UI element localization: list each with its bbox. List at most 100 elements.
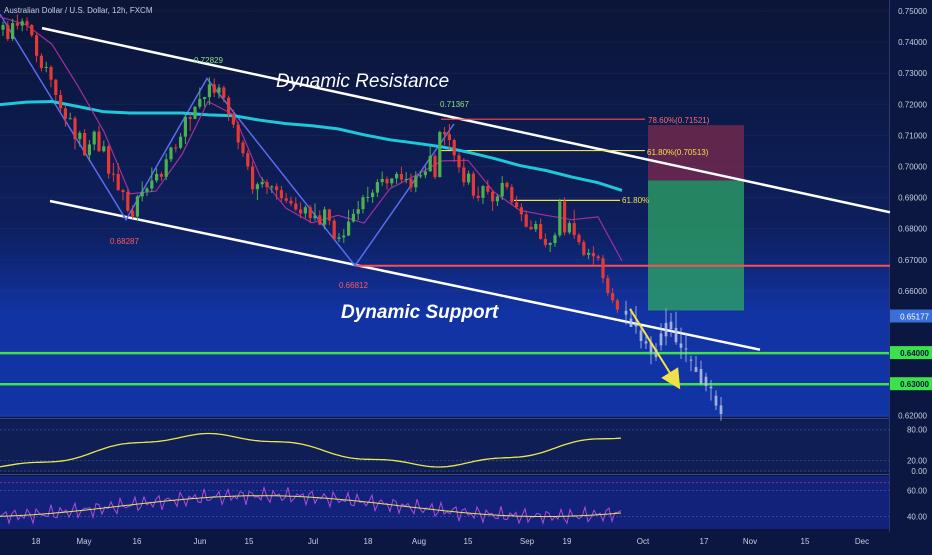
candle-body [505, 182, 509, 188]
candle-body [428, 155, 432, 172]
candle-body [198, 99, 202, 107]
price-tick-label: 0.67000 [898, 256, 927, 265]
candle-body [524, 214, 528, 227]
projected-candle-body [629, 318, 633, 327]
fib-618-label: 61.80% [622, 196, 649, 205]
candle-body [279, 190, 283, 199]
price-tick-label: 0.62000 [898, 411, 927, 420]
candle-body [361, 197, 365, 210]
candle-body [54, 79, 58, 95]
rsi-line [0, 485, 622, 526]
candle-body [73, 118, 77, 140]
candle-body [476, 195, 480, 198]
time-tick-label: 15 [801, 537, 810, 546]
candle-body [284, 198, 288, 201]
candle-body [87, 144, 91, 156]
candle-body [49, 66, 53, 80]
swing-low-label: 0.66812 [339, 281, 368, 290]
candle-body [611, 293, 615, 301]
dynamic-support-line [49, 199, 761, 351]
candle-body [289, 200, 293, 204]
rsi-tick-label: 40.00 [907, 513, 928, 522]
projected-candle-body [664, 322, 668, 337]
swing-low-label: 0.68287 [110, 237, 139, 246]
price-axis[interactable]: 0.75000 0.74000 0.73000 0.72000 0.71000 0.700… [890, 7, 932, 522]
time-tick-label: Nov [743, 537, 757, 546]
candle-body [462, 167, 466, 183]
candle-body [443, 131, 447, 135]
candle-body [78, 132, 82, 140]
candle-body [241, 142, 245, 154]
candle-body [558, 201, 562, 236]
candle-body [337, 237, 341, 239]
projected-candle-body [684, 348, 688, 350]
candle-body [409, 178, 413, 188]
candle-body [145, 188, 149, 192]
dynamic-resistance-label: Dynamic Resistance [276, 71, 449, 92]
projected-candle-body [719, 405, 723, 415]
candle-body [303, 207, 307, 214]
candle-body [294, 203, 298, 210]
candle-body [548, 243, 552, 245]
candle-body [414, 176, 418, 188]
projected-candle-body [709, 386, 713, 389]
candle-body [534, 224, 538, 230]
time-tick-label: 17 [700, 537, 709, 546]
candle-body [491, 191, 495, 202]
candle-body [375, 182, 379, 193]
candle-body [1, 24, 5, 30]
ema-200-line [0, 99, 623, 192]
candle-body [25, 21, 29, 25]
candle-body [371, 192, 375, 197]
rsi-signal-line [0, 495, 622, 518]
candle-body [188, 117, 192, 119]
candle-body [486, 186, 490, 192]
candle-body [126, 192, 130, 211]
projected-candle-body [679, 343, 683, 348]
drawn-lines[interactable] [0, 13, 891, 386]
projected-candle-body [649, 342, 653, 353]
candle-body [390, 178, 394, 184]
candle-body [159, 173, 163, 177]
candle-body [606, 278, 610, 294]
time-tick-label: 16 [133, 537, 142, 546]
candle-body [222, 87, 226, 98]
candle-body [327, 209, 331, 221]
time-tick-label: 18 [32, 537, 41, 546]
candle-body [6, 24, 10, 39]
candle-body [217, 87, 221, 93]
swing-high-label: 0.71367 [440, 100, 469, 109]
time-tick-label: May [76, 537, 91, 546]
candle-body [116, 173, 120, 191]
candle-body [270, 186, 274, 188]
candle-body [366, 196, 370, 198]
current-price-tag [890, 309, 932, 323]
candle-body [169, 147, 173, 160]
candle-body [265, 182, 269, 188]
candle-body [39, 55, 43, 68]
price-level-tag-label: 0.64000 [900, 349, 929, 358]
candle-body [121, 190, 125, 193]
main-pane-background [0, 0, 889, 417]
candle-body [83, 132, 87, 156]
chart-title: Australian Dollar / U.S. Dollar, 12h, FX… [4, 6, 153, 15]
candle-body [433, 155, 437, 178]
price-tick-label: 0.66000 [898, 287, 927, 296]
projected-candle-body [699, 368, 703, 384]
time-tick-label: 15 [245, 537, 254, 546]
candle-body [572, 223, 576, 235]
fib-786-label: 78.60%(0.71521) [648, 116, 710, 125]
candle-body [495, 196, 499, 202]
projected-candle-body [714, 395, 718, 406]
candle-body [457, 155, 461, 168]
projected-candle-body [669, 321, 673, 330]
price-level-tag [890, 346, 932, 360]
time-tick-label: Aug [412, 537, 426, 546]
take-profit-zone [648, 180, 744, 311]
oscillator-tick-label: 0.00 [911, 467, 927, 476]
price-tick-label: 0.68000 [898, 225, 927, 234]
candle-body [395, 173, 399, 179]
time-axis[interactable]: 18 May 16 Jun 15 Jul 18 Aug 15 Sep 19 Oct 17 Nov 15 Dec [32, 537, 870, 546]
candle-body [438, 131, 442, 178]
